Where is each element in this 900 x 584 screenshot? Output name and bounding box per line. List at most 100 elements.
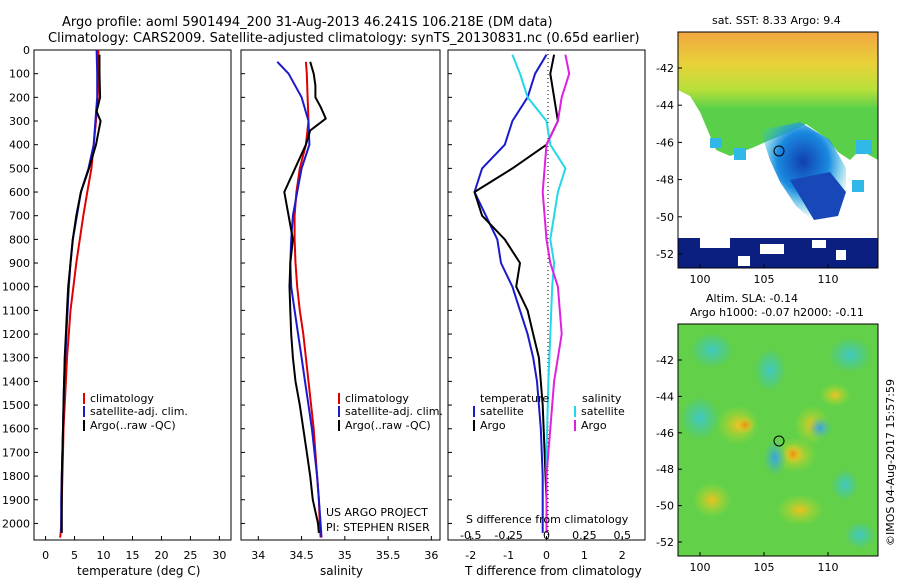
difference-top-label: S difference from climatology: [466, 513, 629, 526]
difference-lines: [473, 54, 571, 533]
x-tick-label: -1: [503, 549, 514, 562]
legend-tsat-label: satellite: [480, 405, 524, 418]
legend-sargo-label: Argo: [581, 419, 607, 432]
lat-tick-label: -50: [656, 500, 674, 513]
difference-legend-salinity: salinity satellite Argo: [574, 392, 625, 432]
depth-tick-label: 400: [9, 139, 30, 152]
sst-map-frame: [677, 31, 879, 269]
legend-ssat-label: satellite: [581, 405, 625, 418]
lat-tick-label: -46: [656, 136, 674, 149]
salinity-axis: 34 34.5 35 35.5 36: [251, 536, 438, 562]
depth-tick-label: 1500: [2, 399, 30, 412]
salinity-xlabel: salinity: [320, 564, 363, 578]
x-tick-label: 25: [183, 549, 197, 562]
depth-tick-label: 1800: [2, 470, 30, 483]
depth-tick-label: 1600: [2, 423, 30, 436]
lat-tick-label: -42: [656, 354, 674, 367]
header-line1: Argo profile: aoml 5901494_200 31-Aug-20…: [62, 15, 553, 30]
sst-map: sat. SST: 8.33 Argo: 9.4 -42 -44 -46 -48 -50…: [656, 14, 879, 286]
difference-depth-ticks: [448, 49, 452, 524]
series-line-salinity-satellite: [511, 54, 567, 533]
temperature-axis: 0 5 10 15 20 25 30: [42, 536, 226, 562]
depth-tick-label: 300: [9, 115, 30, 128]
temperature-lines: [59, 50, 102, 538]
salinity-diff-tick-label: -0.25: [494, 529, 522, 542]
difference-axis: -2 -1 0 1 2: [465, 536, 626, 562]
x-tick-label: 0: [42, 549, 49, 562]
salinity-difference-scale: -0.5 -0.25 0 0.25 0.5: [460, 529, 631, 542]
x-tick-label: 5: [71, 549, 78, 562]
x-tick-label: 34: [251, 549, 265, 562]
depth-tick-label: 100: [9, 68, 30, 81]
imos-stamp: ©IMOS 04-Aug-2017 15:57:59: [884, 379, 897, 546]
lat-tick-label: -44: [656, 390, 674, 403]
salinity-frame: [240, 49, 441, 541]
sst-lon-axis: 100 105 110: [690, 264, 839, 286]
sla-map-frame: [677, 323, 879, 557]
depth-tick-label: 0: [23, 44, 30, 57]
salinity-diff-tick-label: -0.5: [460, 529, 481, 542]
x-tick-label: 0: [543, 549, 550, 562]
sst-lat-axis: -42 -44 -46 -48 -50 -52: [656, 62, 682, 261]
legend-argo-label: Argo(..raw -QC): [90, 419, 176, 432]
lon-tick-label: 100: [690, 561, 711, 574]
legend-salinity-title: salinity: [582, 392, 622, 405]
sst-field: [678, 32, 878, 268]
depth-tick-label: 1700: [2, 446, 30, 459]
series-line-salinity-argo: [541, 54, 571, 533]
lat-tick-label: -52: [656, 248, 674, 261]
depth-tick-label: 1100: [2, 304, 30, 317]
sla-lat-axis: -42 -44 -46 -48 -50 -52: [656, 354, 682, 549]
legend-targo-label: Argo: [480, 419, 506, 432]
legend-argo-label: Argo(..raw -QC): [345, 419, 431, 432]
sla-title2: Argo h1000: -0.07 h2000: -0.11: [690, 306, 864, 319]
legend-climatology-label: climatology: [345, 392, 409, 405]
depth-axis: 0 100 200 300 400 500 600 700 800 900 1000 1100 1200…: [2, 44, 38, 530]
salinity-panel: 34 34.5 35 35.5 36 salinity climatology sate…: [240, 49, 443, 578]
sst-argo-location-marker: [773, 145, 785, 157]
salinity-diff-tick-label: 0.25: [572, 529, 597, 542]
temperature-panel: 0100200300400500600700800900100011001200…: [2, 44, 232, 578]
x-tick-label: 34.5: [289, 549, 314, 562]
sst-title: sat. SST: 8.33 Argo: 9.4: [712, 14, 841, 27]
x-tick-label: 35.5: [376, 549, 401, 562]
depth-tick-label: 1300: [2, 352, 30, 365]
depth-tick-label: 1400: [2, 375, 30, 388]
series-line-climatology: [59, 50, 100, 538]
lon-tick-label: 105: [754, 561, 775, 574]
sla-title1: Altim. SLA: -0.14: [706, 292, 798, 305]
project-annotation: US ARGO PROJECT: [326, 506, 428, 519]
salinity-diff-tick-label: 0: [543, 529, 550, 542]
salinity-diff-tick-label: 0.5: [614, 529, 632, 542]
lat-tick-label: -44: [656, 99, 674, 112]
pi-annotation: PI: STEPHEN RISER: [326, 521, 430, 534]
series-line-argo-raw-qc-: [60, 54, 102, 533]
x-tick-label: -2: [465, 549, 476, 562]
lon-tick-label: 110: [818, 273, 839, 286]
lat-tick-label: -52: [656, 536, 674, 549]
difference-legend-temperature: temperature satellite Argo: [473, 392, 549, 432]
depth-tick-label: 1900: [2, 494, 30, 507]
salinity-legend: climatology satellite-adj. clim. Argo(..…: [338, 392, 443, 432]
depth-tick-label: 200: [9, 91, 30, 104]
x-tick-label: 1: [581, 549, 588, 562]
depth-tick-label: 2000: [2, 517, 30, 530]
x-tick-label: 36: [424, 549, 438, 562]
salinity-lines: [276, 61, 327, 538]
lat-tick-label: -42: [656, 62, 674, 75]
lat-tick-label: -46: [656, 427, 674, 440]
series-line-temperature-satellite: [473, 54, 548, 533]
x-tick-label: 20: [154, 549, 168, 562]
legend-satellite-label: satellite-adj. clim.: [345, 405, 443, 418]
sla-map: Altim. SLA: -0.14 Argo h1000: -0.07 h200…: [656, 292, 879, 574]
depth-tick-label: 1200: [2, 328, 30, 341]
lat-tick-label: -50: [656, 211, 674, 224]
depth-tick-label: 700: [9, 210, 30, 223]
depth-tick-label: 1000: [2, 281, 30, 294]
salinity-depth-ticks: [241, 49, 245, 524]
depth-tick-label: 500: [9, 162, 30, 175]
sla-argo-location-marker: [773, 435, 785, 447]
temperature-legend: climatology satellite-adj. clim. Argo(..…: [83, 392, 188, 432]
lat-tick-label: -48: [656, 174, 674, 187]
difference-xlabel: T difference from climatology: [464, 564, 642, 578]
